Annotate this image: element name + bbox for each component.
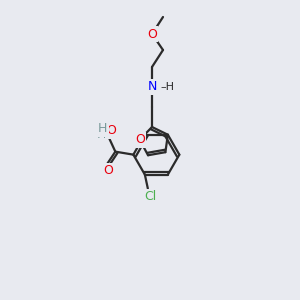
Text: N: N: [147, 80, 157, 94]
Text: O: O: [101, 164, 111, 177]
Text: O: O: [106, 124, 116, 137]
Text: O: O: [135, 133, 145, 146]
Text: –H: –H: [160, 82, 174, 92]
Text: O: O: [147, 28, 157, 40]
Text: H: H: [98, 122, 107, 135]
Text: O: O: [106, 124, 116, 137]
Text: O: O: [103, 164, 113, 177]
Text: Cl: Cl: [145, 190, 157, 203]
Text: H: H: [97, 128, 106, 141]
